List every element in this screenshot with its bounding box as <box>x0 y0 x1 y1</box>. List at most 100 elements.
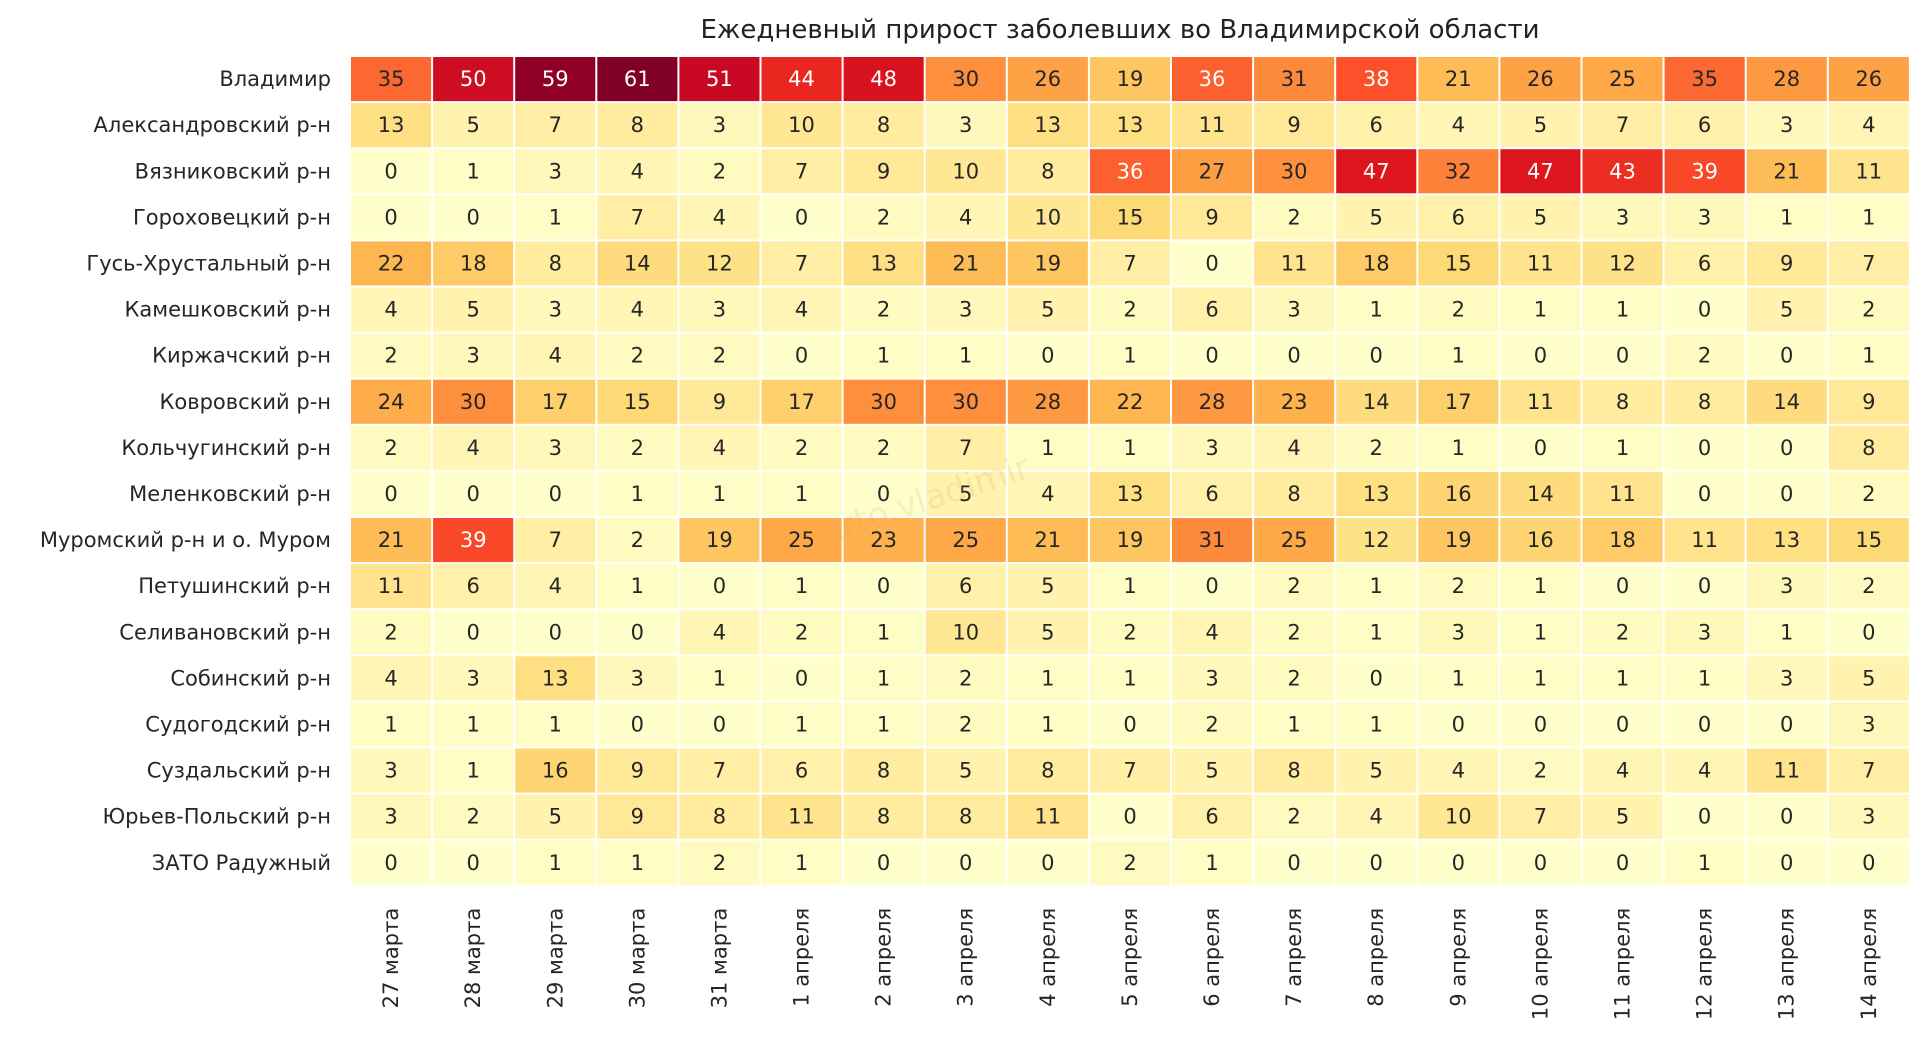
cell-value-label: 2 <box>384 620 397 644</box>
heatmap-cell <box>1746 103 1827 148</box>
heatmap-cell <box>1664 656 1745 701</box>
cell-value-label: 15 <box>624 390 651 414</box>
cell-value-label: 11 <box>1199 113 1226 137</box>
heatmap-cell <box>1172 57 1253 102</box>
heatmap-cell <box>1418 471 1499 516</box>
heatmap-cell <box>1746 57 1827 102</box>
heatmap-cell <box>1582 241 1663 286</box>
heatmap-cell <box>1336 149 1417 194</box>
cell-value-label: 0 <box>1123 712 1136 736</box>
heatmap-cell <box>1500 379 1581 424</box>
heatmap-cell <box>433 287 514 332</box>
heatmap-cell <box>515 748 596 793</box>
heatmap-cell <box>843 333 924 378</box>
cell-value-label: 25 <box>1281 528 1308 552</box>
heatmap-cell <box>761 57 842 102</box>
cell-value-label: 0 <box>631 620 644 644</box>
row-label: Александровский р-н <box>94 113 331 137</box>
heatmap-cell <box>1089 564 1170 609</box>
cell-value-label: 7 <box>1534 805 1547 829</box>
cell-value-label: 1 <box>549 205 562 229</box>
cell-value-label: 18 <box>460 251 487 275</box>
heatmap-cell <box>1254 57 1335 102</box>
heatmap-cell <box>597 149 678 194</box>
heatmap-cell <box>1254 794 1335 839</box>
heatmap-cell <box>433 794 514 839</box>
cell-value-label: 5 <box>1862 666 1875 690</box>
heatmap-cell <box>1172 564 1253 609</box>
cell-value-label: 4 <box>713 436 726 460</box>
heatmap-cell <box>1172 610 1253 655</box>
cell-value-label: 2 <box>1698 344 1711 368</box>
cell-value-label: 3 <box>384 759 397 783</box>
heatmap-cell <box>1172 702 1253 747</box>
heatmap-cell <box>1418 379 1499 424</box>
heatmap-cell <box>1172 103 1253 148</box>
heatmap-cell <box>679 103 760 148</box>
heatmap-cell <box>1089 471 1170 516</box>
cell-value-label: 7 <box>1616 113 1629 137</box>
cell-value-label: 0 <box>1370 666 1383 690</box>
cell-value-label: 10 <box>788 113 815 137</box>
heatmap-cell <box>433 518 514 563</box>
heatmap-cell <box>761 656 842 701</box>
heatmap-cell <box>433 103 514 148</box>
cell-value-label: 3 <box>1780 574 1793 598</box>
heatmap-cell <box>1254 425 1335 470</box>
cell-value-label: 2 <box>1123 851 1136 875</box>
heatmap-cell <box>1664 103 1745 148</box>
cell-value-label: 0 <box>1041 851 1054 875</box>
cell-value-label: 4 <box>384 298 397 322</box>
cell-value-label: 11 <box>1527 251 1554 275</box>
cell-value-label: 2 <box>1862 482 1875 506</box>
heatmap-cell <box>925 794 1006 839</box>
heatmap-cell <box>843 149 924 194</box>
heatmap-cell <box>1664 794 1745 839</box>
cell-value-label: 0 <box>1780 482 1793 506</box>
heatmap-cell <box>679 794 760 839</box>
cell-value-label: 6 <box>1698 251 1711 275</box>
heatmap-cell <box>925 471 1006 516</box>
cell-value-label: 25 <box>788 528 815 552</box>
cell-value-label: 21 <box>952 251 979 275</box>
heatmap-cell <box>1007 748 1088 793</box>
cell-value-label: 4 <box>384 666 397 690</box>
heatmap-cell <box>1418 241 1499 286</box>
heatmap-cell <box>1418 518 1499 563</box>
cell-value-label: 7 <box>1123 759 1136 783</box>
heatmap-cell <box>1828 656 1909 701</box>
heatmap-cell <box>1582 57 1663 102</box>
heatmap-cell <box>1254 379 1335 424</box>
cell-value-label: 1 <box>713 666 726 690</box>
cell-value-label: 14 <box>1363 390 1390 414</box>
cell-value-label: 13 <box>542 666 569 690</box>
heatmap-cell <box>1746 287 1827 332</box>
cell-value-label: 1 <box>1534 298 1547 322</box>
cell-value-label: 4 <box>713 620 726 644</box>
heatmap-cell <box>1336 241 1417 286</box>
heatmap-cell <box>925 149 1006 194</box>
cell-value-label: 1 <box>1452 344 1465 368</box>
cell-value-label: 8 <box>1041 159 1054 183</box>
cell-value-label: 0 <box>467 205 480 229</box>
cell-value-label: 0 <box>1205 574 1218 598</box>
column-label: 28 марта <box>461 908 485 1009</box>
cell-value-label: 19 <box>1034 251 1061 275</box>
cell-value-label: 31 <box>1281 67 1308 91</box>
heatmap-cell <box>1746 241 1827 286</box>
heatmap-cell <box>761 195 842 240</box>
row-label: Юрьев-Польский р-н <box>102 805 331 829</box>
cell-value-label: 9 <box>631 759 644 783</box>
heatmap-cell <box>1746 748 1827 793</box>
heatmap-cell <box>1418 748 1499 793</box>
heatmap-cell <box>679 379 760 424</box>
heatmap-cell <box>843 57 924 102</box>
cell-value-label: 3 <box>713 298 726 322</box>
heatmap-cell <box>351 287 432 332</box>
cell-value-label: 16 <box>1445 482 1472 506</box>
heatmap-cell <box>679 333 760 378</box>
cell-value-label: 1 <box>1780 620 1793 644</box>
row-label: Камешковский р-н <box>124 298 331 322</box>
cell-value-label: 0 <box>467 482 480 506</box>
cell-value-label: 38 <box>1363 67 1390 91</box>
